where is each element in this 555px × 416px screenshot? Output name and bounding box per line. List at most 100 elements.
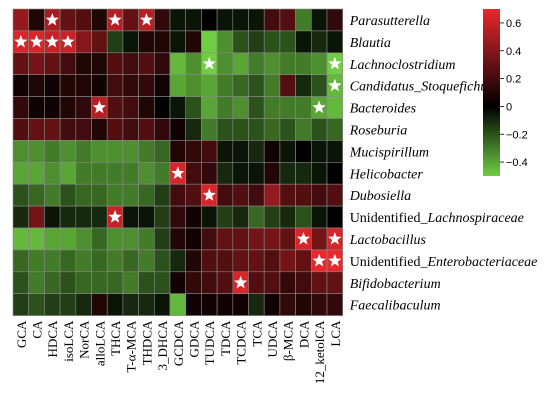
heatmap-cell — [232, 52, 249, 75]
significance-star — [328, 56, 342, 70]
heatmap-cell — [263, 162, 281, 185]
heatmap-cell — [138, 249, 155, 273]
heatmap-cell — [154, 140, 171, 163]
heatmap-cell — [106, 227, 124, 251]
heatmap-cell — [263, 118, 281, 141]
heatmap-cell — [248, 249, 265, 273]
heatmap-cell — [310, 162, 328, 185]
heatmap-cell — [248, 52, 265, 75]
heatmap-cell — [295, 249, 312, 273]
heatmap-cell — [185, 293, 202, 316]
heatmap-cell — [201, 118, 218, 141]
row-label: Bifidobacterium — [350, 277, 441, 292]
heatmap-cell — [185, 118, 202, 141]
heatmap-cell — [169, 249, 186, 273]
column-label: TCA — [249, 320, 264, 347]
heatmap-cell — [91, 52, 108, 75]
significance-star — [108, 12, 122, 26]
colorbar-tick-label: 0.6 — [506, 18, 521, 30]
heatmap-cell — [201, 271, 218, 294]
heatmap-cell — [12, 118, 29, 141]
column-label: TDCA — [218, 320, 233, 356]
heatmap-cell — [154, 162, 171, 185]
heatmap-cell — [106, 118, 124, 141]
heatmap-cell — [248, 205, 265, 229]
heatmap-cell — [122, 140, 139, 163]
significance-star — [14, 34, 28, 48]
heatmap-cell — [216, 96, 234, 119]
heatmap-cell — [263, 30, 281, 54]
heatmap-cell — [59, 96, 77, 119]
heatmap-cell — [295, 140, 312, 163]
heatmap-cell — [138, 96, 155, 119]
heatmap-cell — [248, 183, 265, 207]
heatmap-cell — [232, 140, 249, 163]
heatmap-cell — [295, 183, 312, 207]
heatmap-cell — [185, 162, 202, 185]
colorbar-gradient — [483, 9, 500, 176]
column-label: 3_DHCA — [155, 320, 170, 370]
heatmap-cell — [169, 227, 186, 251]
heatmap-cell — [295, 74, 312, 97]
heatmap-cell — [12, 140, 29, 163]
heatmap-cell — [154, 249, 171, 273]
heatmap-cell — [122, 293, 139, 316]
heatmap-cell — [106, 140, 124, 163]
heatmap-cell — [216, 74, 234, 97]
row-label: Mucispirillum — [349, 145, 429, 160]
significance-star — [328, 231, 342, 245]
heatmap-cell — [326, 162, 343, 185]
heatmap-cell — [169, 293, 186, 316]
heatmap-cell — [28, 8, 45, 32]
heatmap-cell — [326, 271, 343, 294]
heatmap-cell — [279, 227, 296, 251]
heatmap-cell — [12, 74, 29, 97]
row-label: Parasutterella — [349, 14, 430, 29]
heatmap-cell — [75, 8, 92, 32]
heatmap-cell — [263, 96, 281, 119]
column-label: TUDCA — [202, 320, 217, 365]
heatmap-cell — [169, 30, 186, 54]
column-label: UDCA — [265, 320, 280, 357]
heatmap-cell — [310, 52, 328, 75]
colorbar-tick-label: 0 — [506, 101, 512, 113]
significance-star — [312, 253, 326, 267]
heatmap-cell — [12, 8, 29, 32]
heatmap-cell — [28, 249, 45, 273]
heatmap-cell — [138, 52, 155, 75]
heatmap-cell — [295, 205, 312, 229]
heatmap-cell — [248, 8, 265, 32]
heatmap-cell — [201, 249, 218, 273]
column-label: TCDCA — [234, 320, 249, 365]
heatmap-cell — [326, 118, 343, 141]
heatmap-cell — [263, 205, 281, 229]
heatmap-cell — [169, 96, 186, 119]
heatmap-cell — [154, 74, 171, 97]
colorbar: 0.6 0.4 0.2 0 −0.2 −0.4 — [483, 9, 528, 176]
heatmap-cell — [232, 293, 249, 316]
heatmap-cell — [12, 183, 29, 207]
heatmap-cell — [279, 8, 296, 32]
heatmap-cell — [59, 118, 77, 141]
heatmap-cell — [106, 96, 124, 119]
heatmap-cell — [310, 118, 328, 141]
heatmap-cell — [75, 162, 92, 185]
significance-star — [45, 12, 59, 26]
heatmap-cell — [75, 227, 92, 251]
heatmap-cell — [263, 74, 281, 97]
heatmap-cell — [44, 140, 61, 163]
significance-star — [233, 275, 248, 289]
heatmap-cell — [279, 52, 296, 75]
heatmap-cell — [216, 140, 234, 163]
row-label: Roseburia — [349, 123, 408, 138]
column-label: isoLCA — [61, 320, 76, 362]
heatmap-cell — [263, 183, 281, 207]
heatmap-cell — [75, 293, 92, 316]
heatmap-cell — [248, 30, 265, 54]
heatmap-cell — [44, 118, 61, 141]
heatmap-cell — [169, 52, 186, 75]
column-label: HDCA — [45, 320, 60, 357]
heatmap-cell — [232, 118, 249, 141]
heatmap-cell — [138, 140, 155, 163]
